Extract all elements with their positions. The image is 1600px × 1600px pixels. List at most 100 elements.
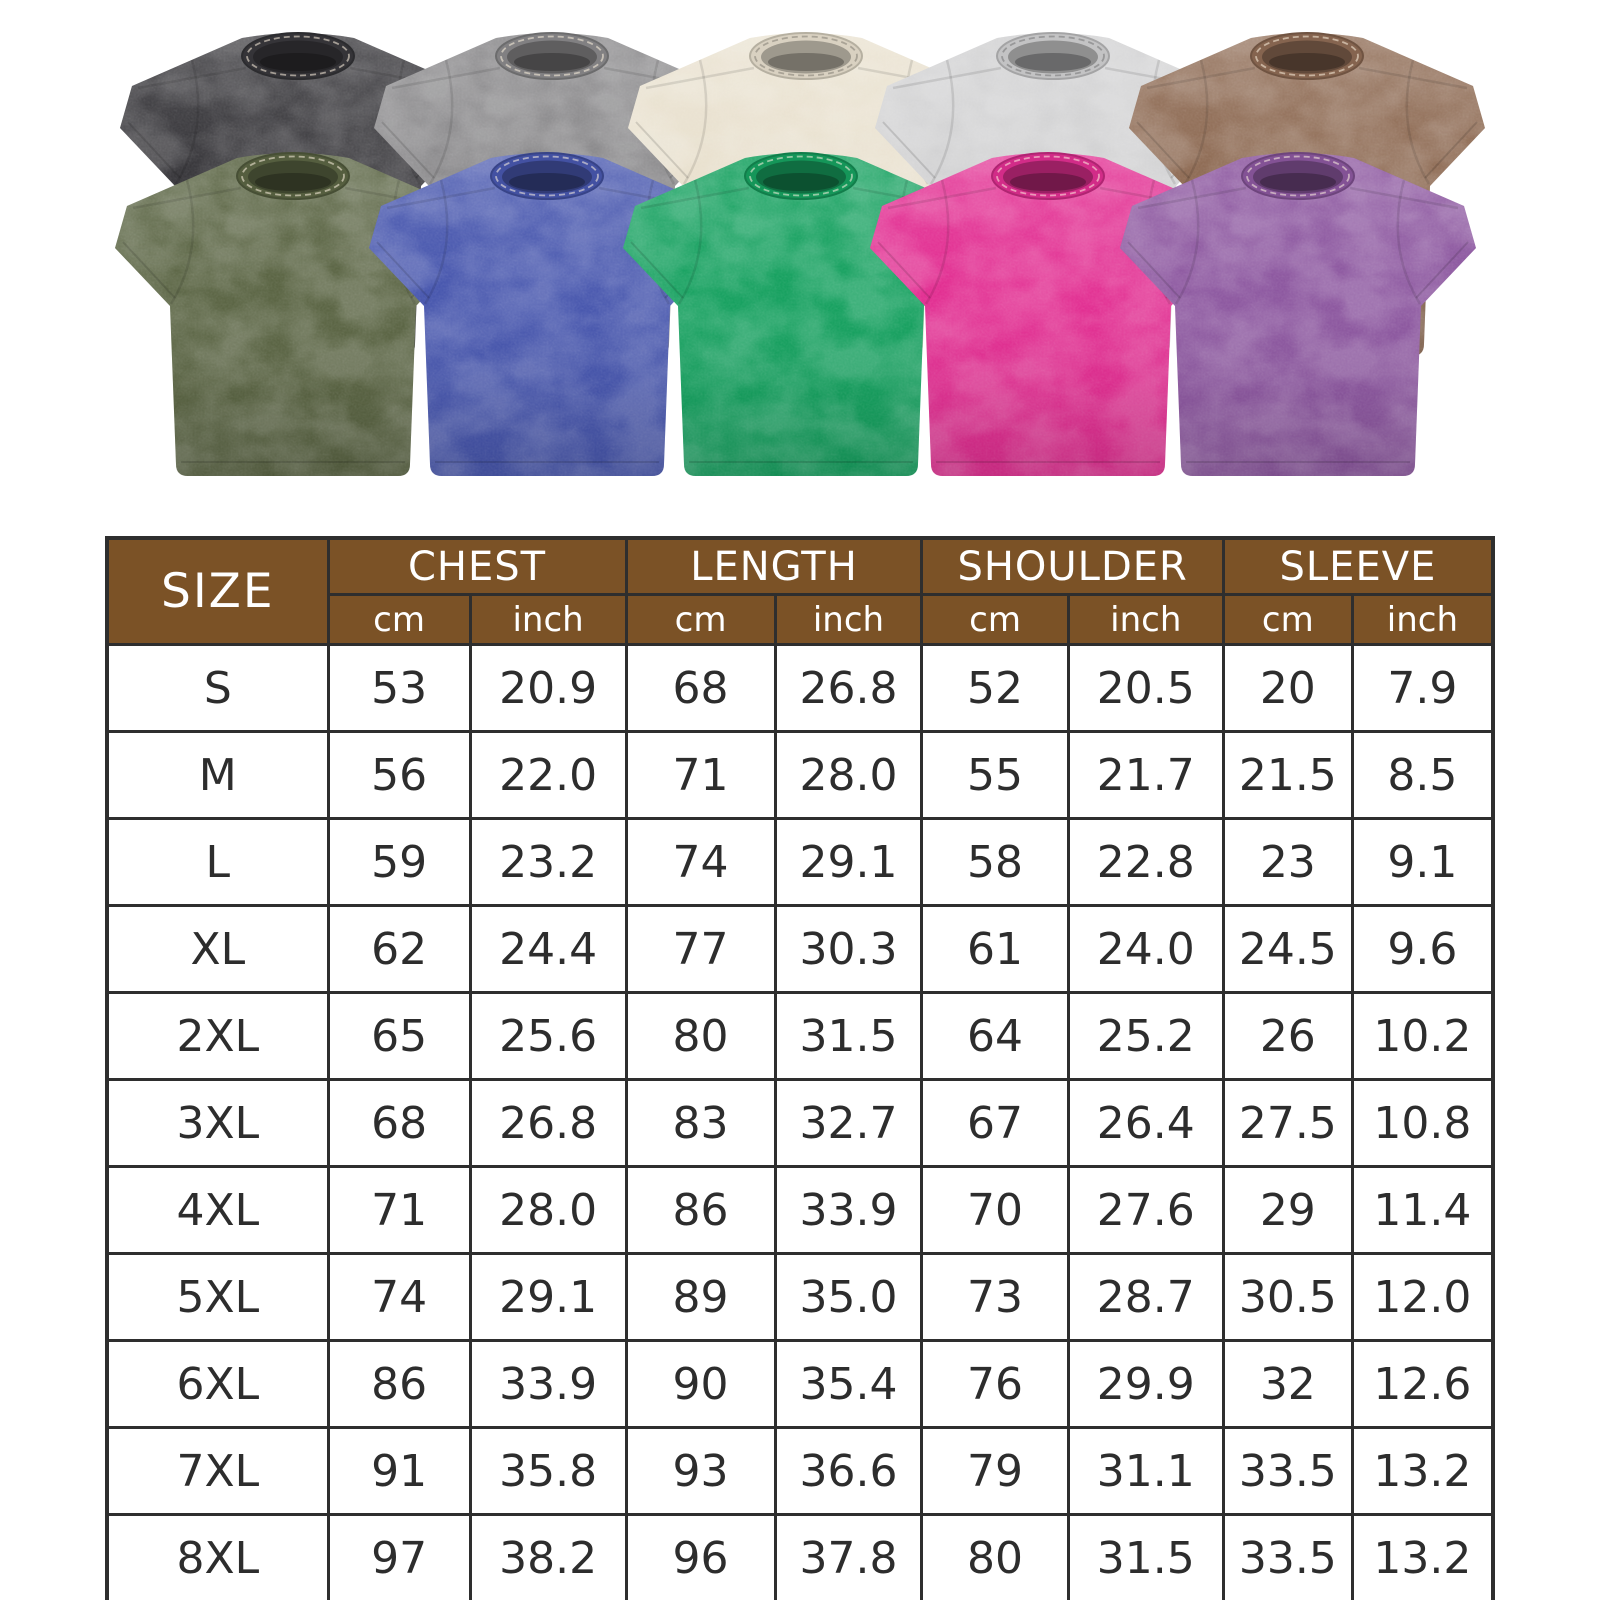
measurement-value: 26.4 (1066, 1078, 1225, 1168)
measurement-value: 24.0 (1066, 904, 1225, 994)
measurement-value: 33.5 (1221, 1513, 1354, 1600)
size-row-8xl: 8XL 97 38.2 96 37.8 80 31.5 33.5 13.2 (105, 1513, 1495, 1600)
size-label: 4XL (105, 1165, 330, 1255)
measurement-value: 86 (624, 1165, 777, 1255)
measurement-value: 13.2 (1350, 1426, 1495, 1516)
chest-inch-header: inch (468, 593, 628, 646)
measurement-value: 29.9 (1066, 1339, 1225, 1429)
measurement-value: 91 (326, 1426, 472, 1516)
measurement-value: 71 (624, 730, 777, 820)
length-column-header: LENGTH (624, 536, 924, 596)
measurement-value: 77 (624, 904, 777, 994)
measurement-value: 24.4 (468, 904, 628, 994)
measurement-value: 73 (920, 1252, 1070, 1342)
measurement-value: 25.2 (1066, 991, 1225, 1081)
measurement-value: 32.7 (773, 1078, 924, 1168)
measurement-value: 26.8 (468, 1078, 628, 1168)
measurement-value: 61 (920, 904, 1070, 994)
size-label: 8XL (105, 1513, 330, 1600)
measurement-value: 89 (624, 1252, 777, 1342)
measurement-value: 12.6 (1350, 1339, 1495, 1429)
size-chart-table: SIZE CHEST LENGTH SHOULDER SLEEVE cm inc… (105, 536, 1495, 1600)
measurement-value: 31.5 (1066, 1513, 1225, 1600)
measurement-value: 7.9 (1350, 643, 1495, 733)
size-row-2xl: 2XL 65 25.6 80 31.5 64 25.2 26 10.2 (105, 991, 1495, 1081)
measurement-value: 20 (1221, 643, 1354, 733)
measurement-value: 62 (326, 904, 472, 994)
size-label: M (105, 730, 330, 820)
measurement-value: 80 (920, 1513, 1070, 1600)
measurement-value: 22.8 (1066, 817, 1225, 907)
measurement-value: 80 (624, 991, 777, 1081)
measurement-value: 33.5 (1221, 1426, 1354, 1516)
size-row-xl: XL 62 24.4 77 30.3 61 24.0 24.5 9.6 (105, 904, 1495, 994)
size-column-header: SIZE (105, 536, 330, 646)
measurement-value: 24.5 (1221, 904, 1354, 994)
measurement-value: 27.6 (1066, 1165, 1225, 1255)
sleeve-cm-header: cm (1221, 593, 1354, 646)
measurement-value: 35.8 (468, 1426, 628, 1516)
measurement-value: 29.1 (773, 817, 924, 907)
measurement-value: 93 (624, 1426, 777, 1516)
measurement-value: 68 (326, 1078, 472, 1168)
size-row-6xl: 6XL 86 33.9 90 35.4 76 29.9 32 12.6 (105, 1339, 1495, 1429)
measurement-value: 28.0 (468, 1165, 628, 1255)
measurement-value: 79 (920, 1426, 1070, 1516)
measurement-value: 59 (326, 817, 472, 907)
measurement-value: 28.0 (773, 730, 924, 820)
sleeve-inch-header: inch (1350, 593, 1495, 646)
measurement-value: 20.9 (468, 643, 628, 733)
measurement-value: 35.0 (773, 1252, 924, 1342)
shirt-color-gallery (0, 0, 1600, 525)
measurement-value: 8.5 (1350, 730, 1495, 820)
shoulder-column-header: SHOULDER (920, 536, 1225, 596)
measurement-value: 26.8 (773, 643, 924, 733)
measurement-value: 33.9 (773, 1165, 924, 1255)
measurement-value: 36.6 (773, 1426, 924, 1516)
shoulder-cm-header: cm (920, 593, 1070, 646)
size-label: XL (105, 904, 330, 994)
measurement-value: 9.1 (1350, 817, 1495, 907)
measurement-value: 23.2 (468, 817, 628, 907)
measurement-value: 29 (1221, 1165, 1354, 1255)
size-row-l: L 59 23.2 74 29.1 58 22.8 23 9.1 (105, 817, 1495, 907)
measurement-value: 10.2 (1350, 991, 1495, 1081)
size-row-s: S 53 20.9 68 26.8 52 20.5 20 7.9 (105, 643, 1495, 733)
measurement-value: 53 (326, 643, 472, 733)
measurement-value: 90 (624, 1339, 777, 1429)
size-label: 5XL (105, 1252, 330, 1342)
measurement-value: 12.0 (1350, 1252, 1495, 1342)
chest-column-header: CHEST (326, 536, 628, 596)
measurement-value: 52 (920, 643, 1070, 733)
measurement-value: 26 (1221, 991, 1354, 1081)
size-label: 6XL (105, 1339, 330, 1429)
measurement-value: 96 (624, 1513, 777, 1600)
size-row-7xl: 7XL 91 35.8 93 36.6 79 31.1 33.5 13.2 (105, 1426, 1495, 1516)
size-row-m: M 56 22.0 71 28.0 55 21.7 21.5 8.5 (105, 730, 1495, 820)
measurement-value: 76 (920, 1339, 1070, 1429)
measurement-value: 37.8 (773, 1513, 924, 1600)
measurement-value: 10.8 (1350, 1078, 1495, 1168)
measurement-value: 28.7 (1066, 1252, 1225, 1342)
measurement-value: 30.5 (1221, 1252, 1354, 1342)
measurement-value: 65 (326, 991, 472, 1081)
length-cm-header: cm (624, 593, 777, 646)
tshirt-purple (1118, 146, 1478, 486)
measurement-value: 22.0 (468, 730, 628, 820)
measurement-value: 25.6 (468, 991, 628, 1081)
measurement-value: 74 (326, 1252, 472, 1342)
measurement-value: 21.5 (1221, 730, 1354, 820)
measurement-value: 83 (624, 1078, 777, 1168)
size-row-4xl: 4XL 71 28.0 86 33.9 70 27.6 29 11.4 (105, 1165, 1495, 1255)
measurement-value: 55 (920, 730, 1070, 820)
measurement-value: 23 (1221, 817, 1354, 907)
size-label: 2XL (105, 991, 330, 1081)
measurement-value: 67 (920, 1078, 1070, 1168)
size-row-3xl: 3XL 68 26.8 83 32.7 67 26.4 27.5 10.8 (105, 1078, 1495, 1168)
measurement-value: 20.5 (1066, 643, 1225, 733)
measurement-value: 11.4 (1350, 1165, 1495, 1255)
size-chart-header: SIZE CHEST LENGTH SHOULDER SLEEVE cm inc… (105, 536, 1495, 646)
measurement-value: 31.1 (1066, 1426, 1225, 1516)
sleeve-column-header: SLEEVE (1221, 536, 1495, 596)
